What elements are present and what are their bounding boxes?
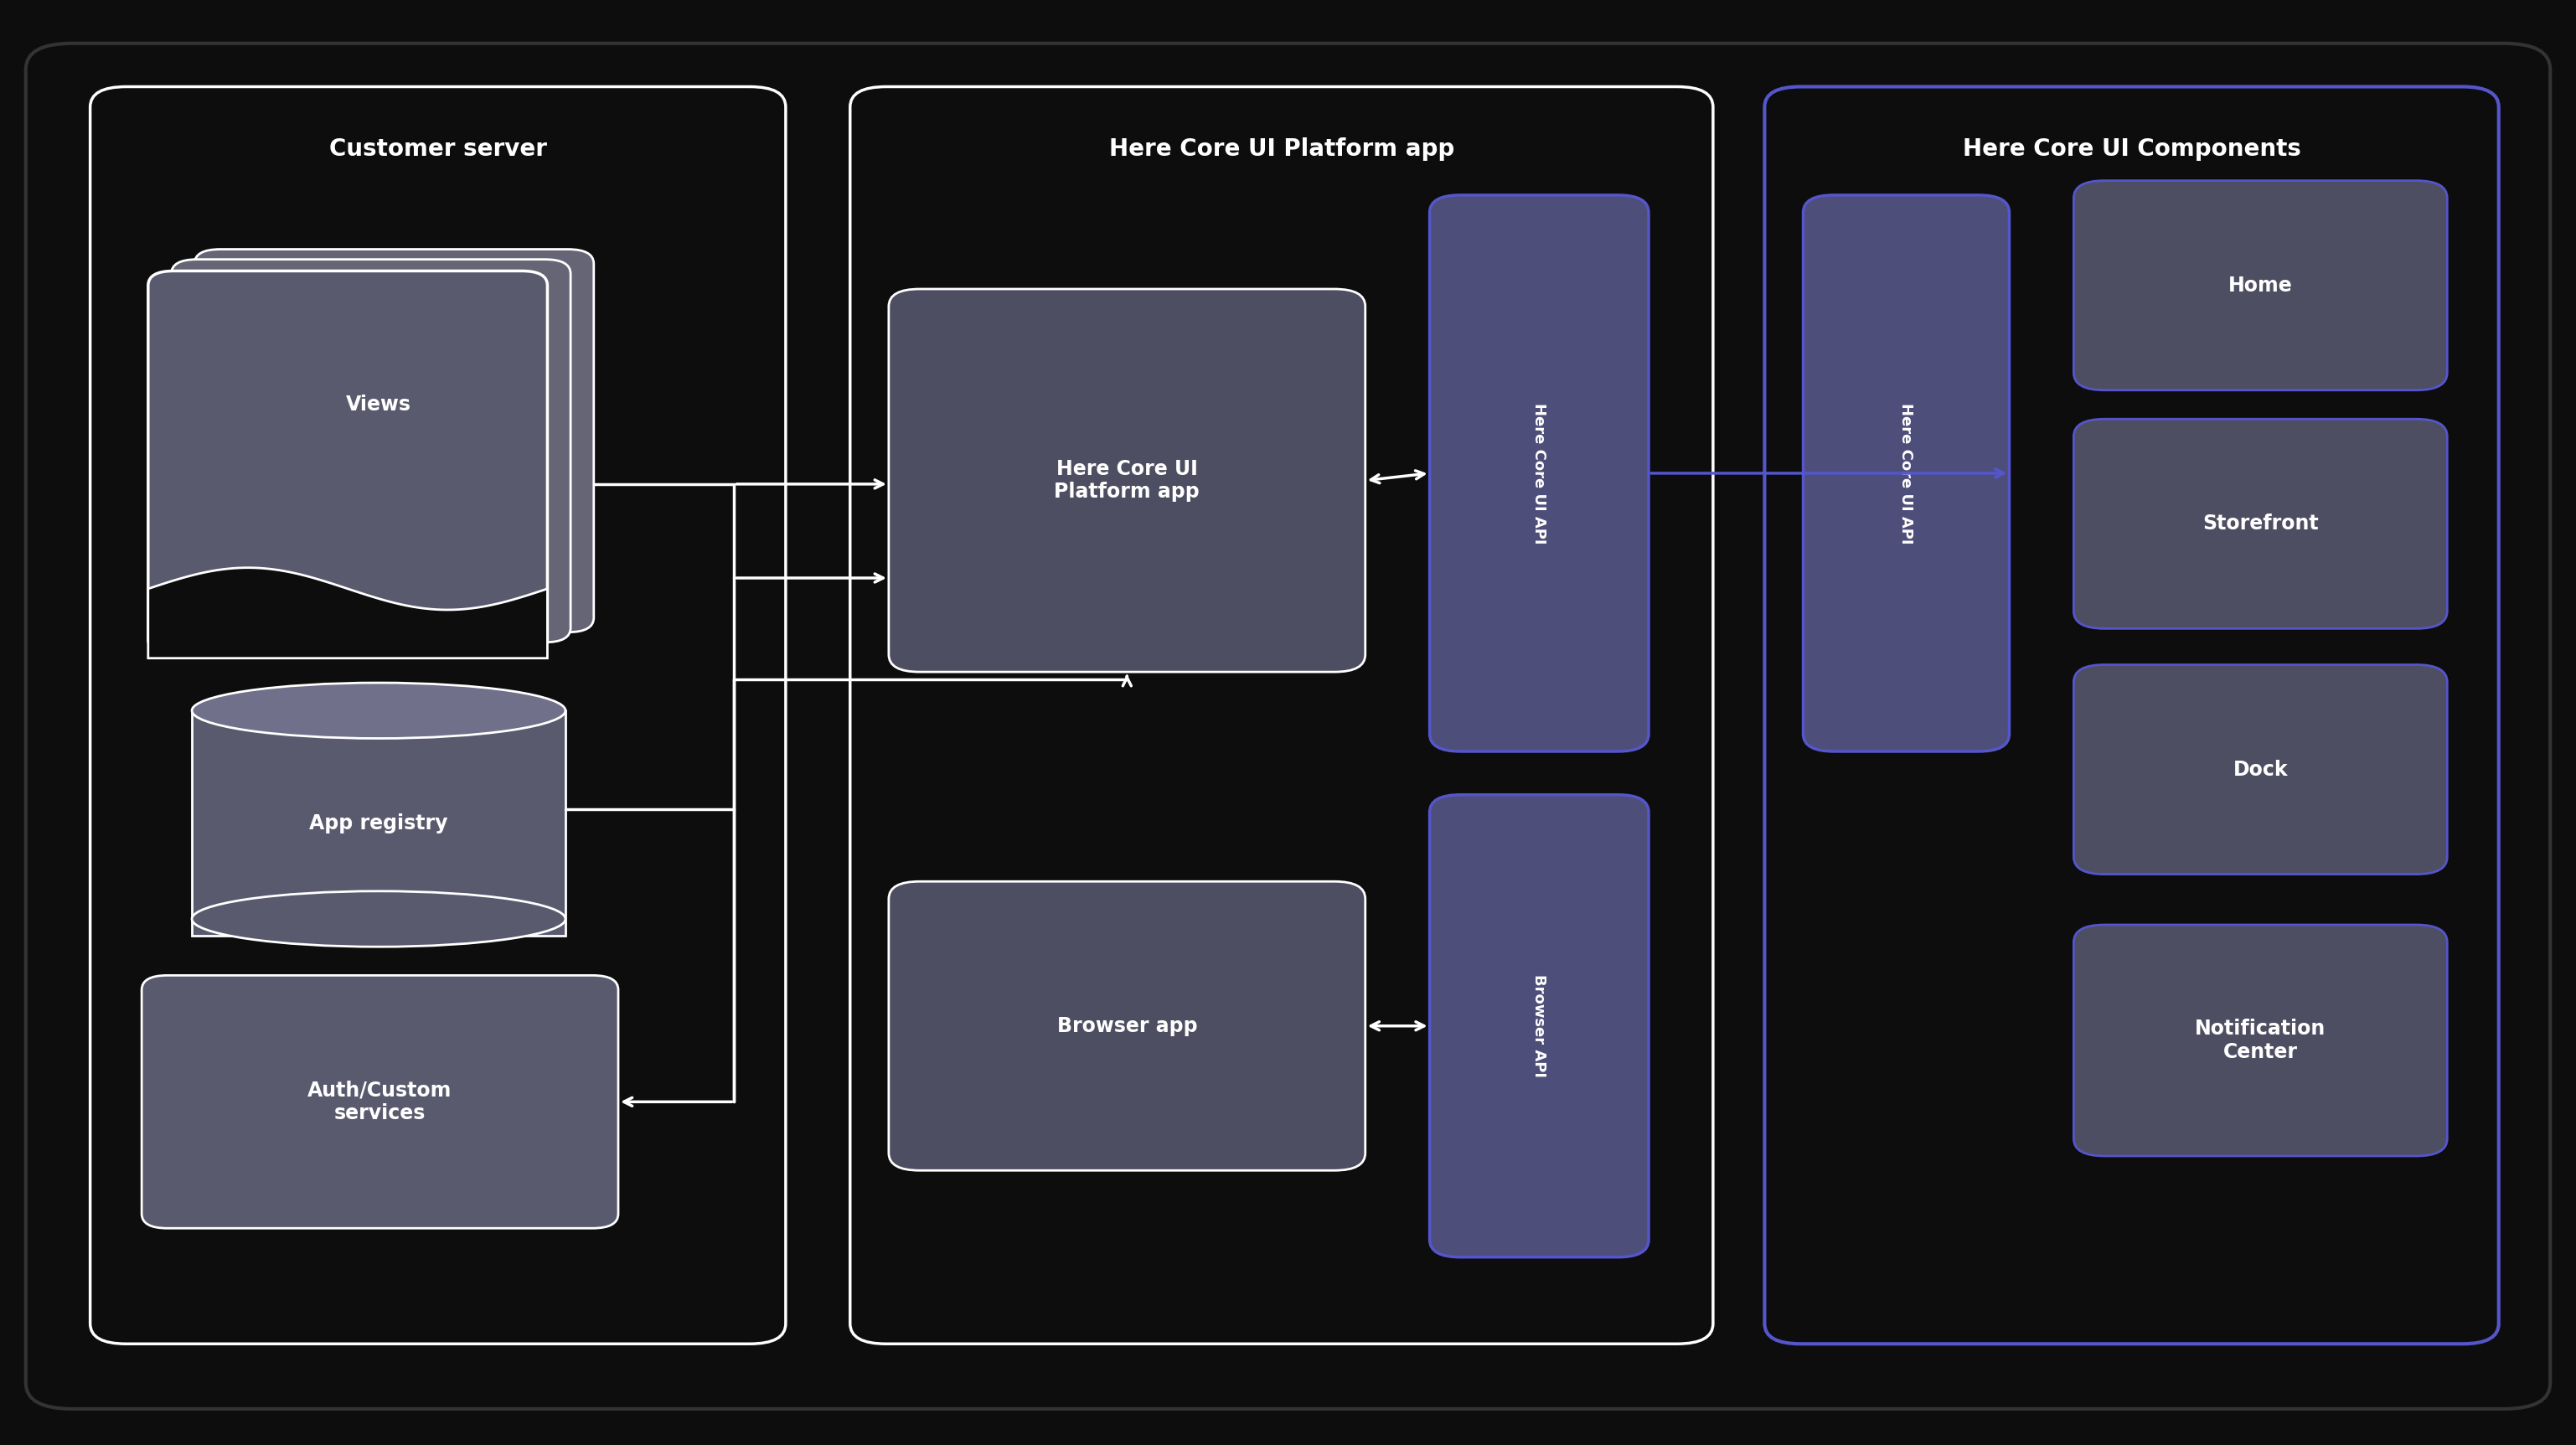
Text: Dock: Dock [2233, 760, 2287, 779]
Text: Views: Views [345, 394, 412, 415]
Polygon shape [149, 568, 549, 657]
Text: Home: Home [2228, 276, 2293, 295]
FancyBboxPatch shape [26, 43, 2550, 1409]
FancyBboxPatch shape [2074, 181, 2447, 390]
Text: Customer server: Customer server [330, 137, 546, 160]
FancyBboxPatch shape [1430, 195, 1649, 751]
Text: Here Core UI API: Here Core UI API [1533, 403, 1546, 543]
Text: Here Core UI Platform app: Here Core UI Platform app [1108, 137, 1455, 160]
Text: Storefront: Storefront [2202, 514, 2318, 533]
Ellipse shape [191, 892, 567, 946]
FancyBboxPatch shape [889, 289, 1365, 672]
FancyBboxPatch shape [1765, 87, 2499, 1344]
Bar [191, 711, 564, 936]
FancyBboxPatch shape [1430, 795, 1649, 1257]
Text: Notification
Center: Notification Center [2195, 1019, 2326, 1062]
FancyBboxPatch shape [2074, 419, 2447, 629]
Text: Browser app: Browser app [1056, 1016, 1198, 1036]
FancyBboxPatch shape [850, 87, 1713, 1344]
FancyBboxPatch shape [149, 270, 549, 653]
Text: Here Core UI
Platform app: Here Core UI Platform app [1054, 458, 1200, 503]
FancyBboxPatch shape [2074, 925, 2447, 1156]
Ellipse shape [191, 683, 567, 738]
FancyBboxPatch shape [2074, 665, 2447, 874]
FancyBboxPatch shape [90, 87, 786, 1344]
Text: Auth/Custom
services: Auth/Custom services [307, 1079, 453, 1124]
FancyBboxPatch shape [142, 975, 618, 1228]
Text: App registry: App registry [309, 814, 448, 834]
Text: Here Core UI API: Here Core UI API [1899, 403, 1914, 543]
FancyBboxPatch shape [196, 249, 592, 631]
Text: Browser API: Browser API [1533, 974, 1546, 1078]
FancyBboxPatch shape [170, 259, 569, 642]
FancyBboxPatch shape [1803, 195, 2009, 751]
Text: Here Core UI Components: Here Core UI Components [1963, 137, 2300, 160]
FancyBboxPatch shape [889, 881, 1365, 1170]
